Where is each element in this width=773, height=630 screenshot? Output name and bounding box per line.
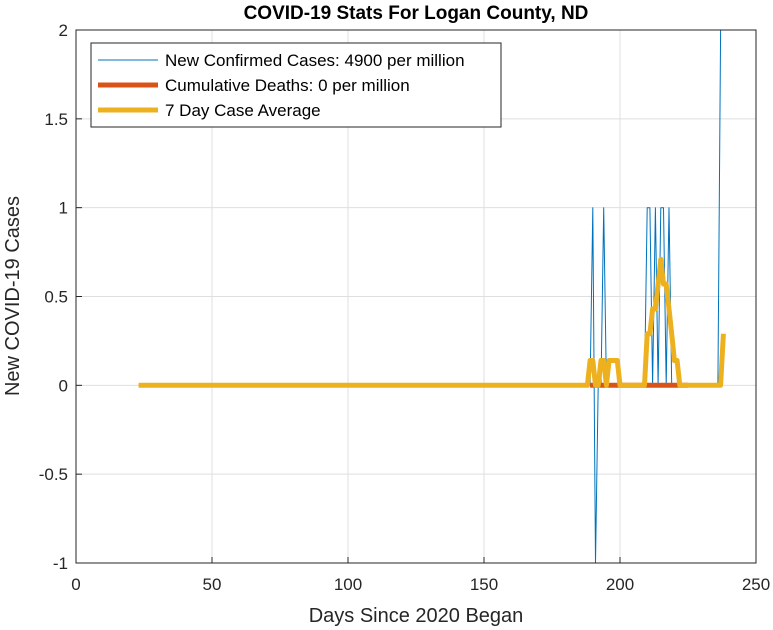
y-tick-label: 2	[59, 21, 68, 40]
y-tick-label: 1	[59, 199, 68, 218]
legend-box	[90, 42, 502, 128]
x-tick-label: 100	[334, 575, 362, 594]
legend-label-new-cases: New Confirmed Cases: 4900 per million	[165, 51, 465, 70]
y-tick-label: 0.5	[44, 288, 68, 307]
y-tick-label: -0.5	[39, 465, 68, 484]
y-tick-label: -1	[53, 554, 68, 573]
series-line-7-day-average	[138, 256, 726, 388]
x-tick-label: 150	[470, 575, 498, 594]
legend: New Confirmed Cases: 4900 per million Cu…	[90, 42, 502, 128]
y-axis: -1 -0.5 0 0.5 1 1.5 2	[39, 21, 82, 573]
x-tick-label: 250	[742, 575, 770, 594]
legend-label-cumulative-deaths: Cumulative Deaths: 0 per million	[165, 76, 410, 95]
chart-title: COVID-19 Stats For Logan County, ND	[244, 3, 589, 24]
x-tick-label: 200	[606, 575, 634, 594]
y-tick-label: 0	[59, 376, 68, 395]
series-layer	[138, 29, 726, 564]
x-axis: 0 50 100 150 200 250	[71, 557, 770, 594]
x-tick-label: 50	[203, 575, 222, 594]
legend-label-7-day-average: 7 Day Case Average	[165, 101, 321, 120]
y-axis-title: New COVID-19 Cases	[2, 196, 24, 396]
y-tick-label: 1.5	[44, 110, 68, 129]
x-tick-label: 0	[71, 575, 80, 594]
x-axis-title: Days Since 2020 Began	[309, 605, 524, 627]
series-line-new-cases	[138, 29, 724, 564]
